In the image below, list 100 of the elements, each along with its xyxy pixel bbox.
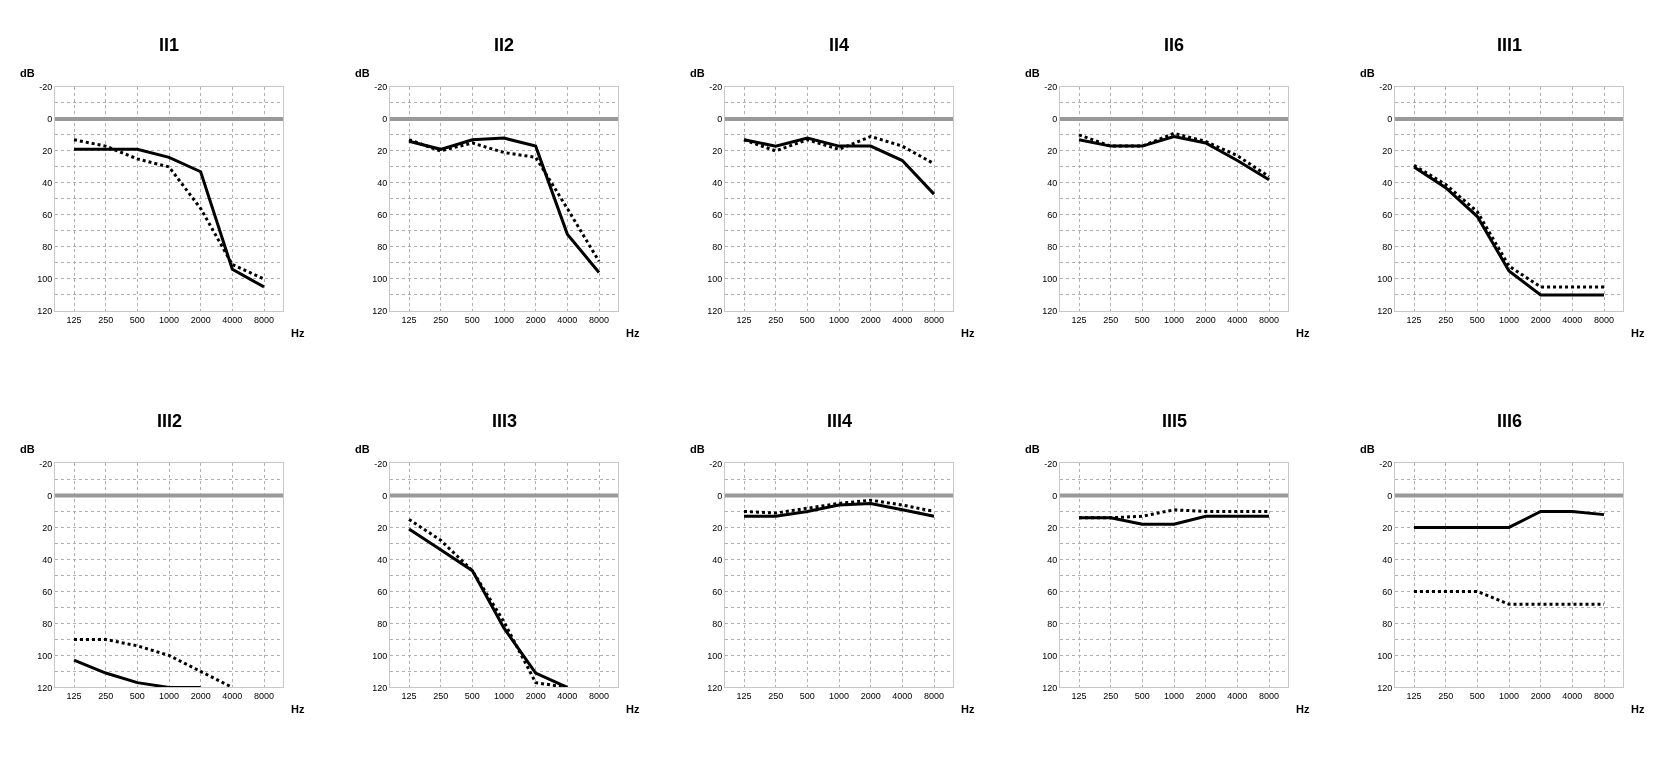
x-tick-label: 500 bbox=[1134, 691, 1150, 702]
y-tick-label: 20 bbox=[1047, 522, 1058, 533]
chart-title: III4 bbox=[827, 411, 853, 431]
y-axis-title: dB bbox=[1360, 67, 1375, 79]
y-tick-label: 120 bbox=[707, 682, 723, 693]
y-tick-label: 80 bbox=[712, 242, 723, 253]
x-tick-label: 4000 bbox=[1227, 314, 1248, 325]
y-tick-label: -20 bbox=[374, 458, 388, 469]
y-tick-label: 60 bbox=[1382, 210, 1393, 221]
chart-title: II2 bbox=[494, 35, 515, 55]
x-tick-label: 1000 bbox=[1498, 314, 1520, 325]
y-tick-label: 120 bbox=[372, 682, 388, 693]
x-tick-label: 125 bbox=[1071, 314, 1087, 325]
x-tick-label: 4000 bbox=[1562, 691, 1583, 702]
x-tick-label: 250 bbox=[1438, 691, 1454, 702]
x-tick-label: 250 bbox=[1438, 314, 1454, 325]
x-tick-label: 2000 bbox=[190, 691, 211, 702]
x-axis-title: Hz bbox=[626, 327, 640, 339]
y-tick-label: 60 bbox=[42, 210, 53, 221]
y-axis-title: dB bbox=[690, 67, 705, 79]
y-tick-label: -20 bbox=[1379, 82, 1393, 93]
x-tick-label: 125 bbox=[66, 314, 82, 325]
y-tick-label: 40 bbox=[1382, 554, 1393, 565]
x-tick-label: 500 bbox=[1134, 314, 1150, 325]
x-tick-label: 8000 bbox=[253, 691, 275, 702]
x-tick-label: 4000 bbox=[892, 314, 913, 325]
y-tick-label: 0 bbox=[382, 114, 388, 125]
y-tick-label: -20 bbox=[39, 458, 53, 469]
x-tick-label: 2000 bbox=[1530, 314, 1551, 325]
chart-title: III2 bbox=[157, 411, 183, 431]
y-tick-label: 40 bbox=[712, 554, 723, 565]
y-tick-label: 60 bbox=[712, 210, 723, 221]
x-axis-title: Hz bbox=[626, 703, 640, 715]
x-tick-label: 250 bbox=[433, 314, 449, 325]
x-tick-label: 8000 bbox=[1593, 314, 1615, 325]
y-tick-label: 100 bbox=[372, 650, 388, 661]
x-tick-label: 500 bbox=[129, 314, 145, 325]
x-tick-label: 1000 bbox=[493, 691, 515, 702]
y-axis-title: dB bbox=[1025, 443, 1040, 455]
y-tick-label: 120 bbox=[37, 306, 53, 317]
y-tick-label: 80 bbox=[42, 242, 53, 253]
line-series bbox=[72, 658, 203, 688]
y-tick-label: 120 bbox=[37, 682, 53, 693]
y-tick-label: 0 bbox=[717, 490, 723, 501]
y-tick-label: 120 bbox=[1377, 682, 1393, 693]
y-axis-title: dB bbox=[1360, 443, 1375, 455]
x-tick-label: 4000 bbox=[892, 691, 913, 702]
y-tick-label: 40 bbox=[1047, 554, 1058, 565]
y-tick-label: 20 bbox=[1047, 146, 1058, 157]
y-tick-label: 120 bbox=[372, 306, 388, 317]
y-axis-title: dB bbox=[690, 443, 705, 455]
x-tick-label: 8000 bbox=[1258, 314, 1280, 325]
y-tick-label: 20 bbox=[377, 146, 388, 157]
x-tick-label: 500 bbox=[464, 314, 480, 325]
y-tick-label: 20 bbox=[712, 522, 723, 533]
x-tick-label: 2000 bbox=[1195, 314, 1216, 325]
x-tick-label: 4000 bbox=[1562, 314, 1583, 325]
x-axis-title: Hz bbox=[961, 703, 975, 715]
y-tick-label: 20 bbox=[42, 146, 53, 157]
y-tick-label: 120 bbox=[707, 306, 723, 317]
y-tick-label: 80 bbox=[1047, 618, 1058, 629]
x-tick-label: 4000 bbox=[557, 691, 578, 702]
y-tick-label: -20 bbox=[709, 82, 723, 93]
x-tick-label: 125 bbox=[401, 691, 417, 702]
y-tick-label: 20 bbox=[377, 522, 388, 533]
chart-title: III6 bbox=[1497, 411, 1523, 431]
x-tick-label: 1000 bbox=[1498, 691, 1520, 702]
y-tick-label: 80 bbox=[1382, 242, 1393, 253]
x-tick-label: 4000 bbox=[222, 691, 243, 702]
x-tick-label: 1000 bbox=[1163, 691, 1185, 702]
y-tick-label: 80 bbox=[42, 618, 53, 629]
y-tick-label: 100 bbox=[1377, 650, 1393, 661]
x-tick-label: 250 bbox=[1103, 691, 1119, 702]
chart-title: II6 bbox=[1164, 35, 1185, 55]
x-tick-label: 2000 bbox=[525, 691, 546, 702]
y-tick-label: 0 bbox=[1387, 114, 1393, 125]
x-tick-label: 2000 bbox=[860, 314, 881, 325]
y-axis-title: dB bbox=[355, 67, 370, 79]
x-tick-label: 8000 bbox=[588, 691, 610, 702]
y-tick-label: 120 bbox=[1042, 682, 1058, 693]
y-tick-label: 100 bbox=[37, 650, 53, 661]
x-tick-label: 8000 bbox=[253, 314, 275, 325]
x-axis-title: Hz bbox=[961, 327, 975, 339]
y-tick-label: -20 bbox=[39, 82, 53, 93]
y-tick-label: -20 bbox=[1379, 458, 1393, 469]
x-tick-label: 2000 bbox=[860, 691, 881, 702]
y-tick-label: 60 bbox=[1047, 210, 1058, 221]
x-tick-label: 500 bbox=[799, 314, 815, 325]
y-tick-label: 80 bbox=[377, 618, 388, 629]
x-tick-label: 250 bbox=[98, 691, 114, 702]
y-tick-label: 40 bbox=[42, 554, 53, 565]
y-axis-title: dB bbox=[20, 67, 35, 79]
y-tick-label: 60 bbox=[377, 210, 388, 221]
x-axis-title: Hz bbox=[1631, 327, 1645, 339]
y-tick-label: 100 bbox=[1042, 274, 1058, 285]
y-tick-label: 60 bbox=[1382, 586, 1393, 597]
y-tick-label: 0 bbox=[1052, 490, 1058, 501]
y-tick-label: 100 bbox=[1042, 650, 1058, 661]
y-tick-label: 40 bbox=[42, 178, 53, 189]
y-tick-label: 0 bbox=[47, 490, 53, 501]
